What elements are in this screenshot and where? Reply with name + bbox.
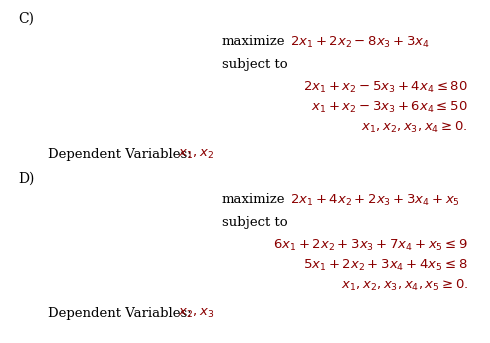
Text: subject to: subject to bbox=[222, 216, 288, 229]
Text: $2x_1 + 4x_2 + 2x_3 + 3x_4 + x_5$: $2x_1 + 4x_2 + 2x_3 + 3x_4 + x_5$ bbox=[290, 193, 460, 208]
Text: D): D) bbox=[18, 172, 34, 186]
Text: $x_1, x_2, x_3, x_4, x_5 \geq 0.$: $x_1, x_2, x_3, x_4, x_5 \geq 0.$ bbox=[341, 278, 468, 293]
Text: $2x_1 + x_2 - 5x_3 + 4x_4 \leq 80$: $2x_1 + x_2 - 5x_3 + 4x_4 \leq 80$ bbox=[303, 80, 468, 95]
Text: C): C) bbox=[18, 12, 34, 26]
Text: $5x_1 + 2x_2 + 3x_4 + 4x_5 \leq 8$: $5x_1 + 2x_2 + 3x_4 + 4x_5 \leq 8$ bbox=[303, 258, 468, 273]
Text: Dependent Variables:: Dependent Variables: bbox=[48, 148, 198, 161]
Text: maximize: maximize bbox=[222, 193, 286, 206]
Text: $x_1, x_2, x_3, x_4 \geq 0.$: $x_1, x_2, x_3, x_4 \geq 0.$ bbox=[362, 120, 468, 135]
Text: maximize: maximize bbox=[222, 35, 286, 48]
Text: $x_2, x_3$: $x_2, x_3$ bbox=[178, 307, 214, 320]
Text: $x_1, x_2$: $x_1, x_2$ bbox=[178, 148, 214, 161]
Text: $x_1 + x_2 - 3x_3 + 6x_4 \leq 50$: $x_1 + x_2 - 3x_3 + 6x_4 \leq 50$ bbox=[312, 100, 468, 115]
Text: subject to: subject to bbox=[222, 58, 288, 71]
Text: $2x_1 + 2x_2 - 8x_3 + 3x_4$: $2x_1 + 2x_2 - 8x_3 + 3x_4$ bbox=[290, 35, 430, 50]
Text: Dependent Variables:: Dependent Variables: bbox=[48, 307, 198, 320]
Text: $6x_1 + 2x_2 + 3x_3 + 7x_4 + x_5 \leq 9$: $6x_1 + 2x_2 + 3x_3 + 7x_4 + x_5 \leq 9$ bbox=[273, 238, 468, 253]
